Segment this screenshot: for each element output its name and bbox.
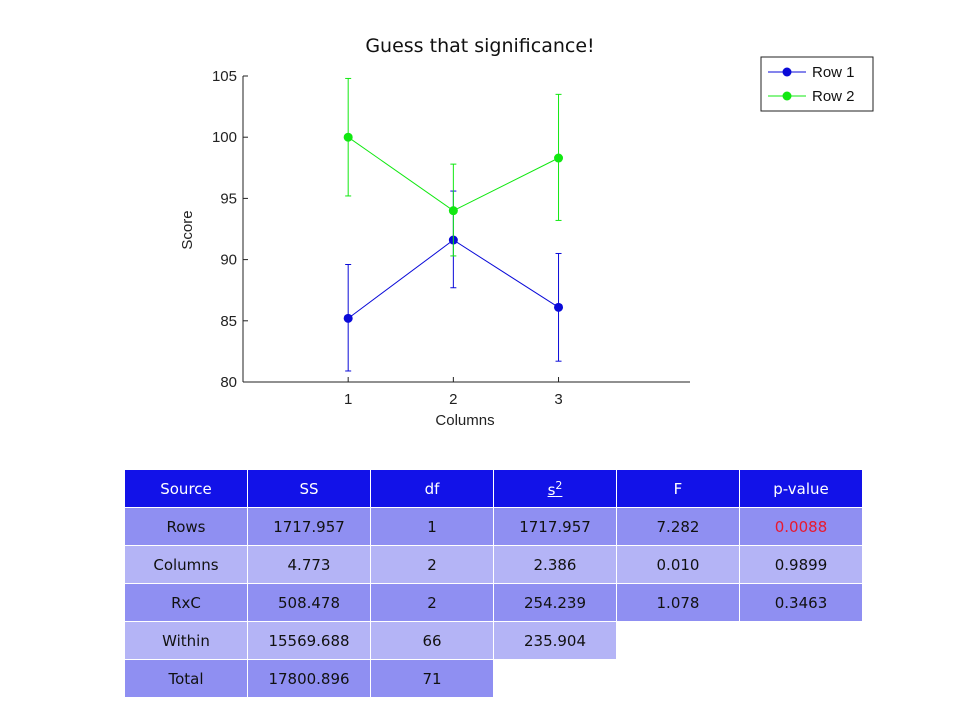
table-cell: 235.904 <box>493 621 617 660</box>
table-cell: 2 <box>370 545 494 584</box>
table-row: RxC 508.478 2 254.239 1.078 0.3463 <box>124 583 863 622</box>
legend-box <box>760 56 874 112</box>
header-s-squared: s2 <box>493 469 617 508</box>
header-source: Source <box>124 469 248 508</box>
data-point <box>554 302 564 312</box>
table-cell: Total <box>124 659 248 698</box>
y-axis-label: Score <box>179 210 196 249</box>
data-point <box>448 206 458 216</box>
chart-title: Guess that significance! <box>365 35 594 57</box>
table-cell: 4.773 <box>247 545 371 584</box>
table-cell: 66 <box>370 621 494 660</box>
y-tick-label: 105 <box>212 68 237 85</box>
legend-label: Row 1 <box>812 64 855 81</box>
table-cell: Within <box>124 621 248 660</box>
data-point <box>554 153 564 163</box>
table-cell: 0.9899 <box>739 545 863 584</box>
table-cell: 17800.896 <box>247 659 371 698</box>
table-cell-empty <box>739 621 863 660</box>
table-header-row: Source SS df s2 F p-value <box>124 469 863 508</box>
axes: 80 85 90 95 100 105 1 2 3 <box>212 68 690 408</box>
legend: Row 1 Row 2 <box>760 56 874 112</box>
table-row: Total 17800.896 71 <box>124 659 863 698</box>
series-2 <box>343 77 564 257</box>
anova-table: Source SS df s2 F p-value Rows 1717.957 1 1… <box>124 469 863 698</box>
header-s-exponent: 2 <box>555 478 563 492</box>
header-p-value: p-value <box>739 469 863 508</box>
series-1 <box>343 190 564 372</box>
table-body: Rows 1717.957 1 1717.957 7.282 0.0088 Columns 4… <box>124 507 863 698</box>
legend-marker <box>782 67 792 77</box>
table-cell: 1717.957 <box>247 507 371 546</box>
table-cell: 2 <box>370 583 494 622</box>
header-df: df <box>370 469 494 508</box>
table-cell-empty <box>616 659 740 698</box>
table-cell: 7.282 <box>616 507 740 546</box>
header-f: F <box>616 469 740 508</box>
table-cell: 71 <box>370 659 494 698</box>
x-axis-label: Columns <box>435 412 494 429</box>
table-cell-empty <box>739 659 863 698</box>
header-ss: SS <box>247 469 371 508</box>
y-tick-label: 85 <box>220 313 237 330</box>
table-cell: 1 <box>370 507 494 546</box>
y-tick-label: 95 <box>220 190 237 207</box>
table-cell: 2.386 <box>493 545 617 584</box>
table-cell: 15569.688 <box>247 621 371 660</box>
header-s-letter: s <box>547 480 556 499</box>
table-row: Within 15569.688 66 235.904 <box>124 621 863 660</box>
table-cell: 1.078 <box>616 583 740 622</box>
y-tick-label: 90 <box>220 252 237 269</box>
table-cell: Columns <box>124 545 248 584</box>
table-cell: 0.010 <box>616 545 740 584</box>
x-tick-label: 2 <box>449 391 457 408</box>
table-cell: 0.3463 <box>739 583 863 622</box>
x-tick-label: 1 <box>344 391 352 408</box>
table-row: Columns 4.773 2 2.386 0.010 0.9899 <box>124 545 863 584</box>
y-tick-label: 80 <box>220 374 237 391</box>
table-cell: 508.478 <box>247 583 371 622</box>
x-tick-label: 3 <box>554 391 562 408</box>
table-row: Rows 1717.957 1 1717.957 7.282 0.0088 <box>124 507 863 546</box>
data-point <box>343 313 353 323</box>
table-cell: 254.239 <box>493 583 617 622</box>
table-cell: 0.0088 <box>739 507 863 546</box>
data-point <box>343 132 353 142</box>
legend-label: Row 2 <box>812 88 855 105</box>
legend-marker <box>782 91 792 101</box>
y-tick-label: 100 <box>212 129 237 146</box>
line-chart: Guess that significance! 80 85 90 95 100 105 1… <box>179 35 874 429</box>
table-cell: 1717.957 <box>493 507 617 546</box>
series-group <box>343 77 564 372</box>
table-cell: RxC <box>124 583 248 622</box>
table-cell: Rows <box>124 507 248 546</box>
table-cell-empty <box>493 659 617 698</box>
table-cell-empty <box>616 621 740 660</box>
